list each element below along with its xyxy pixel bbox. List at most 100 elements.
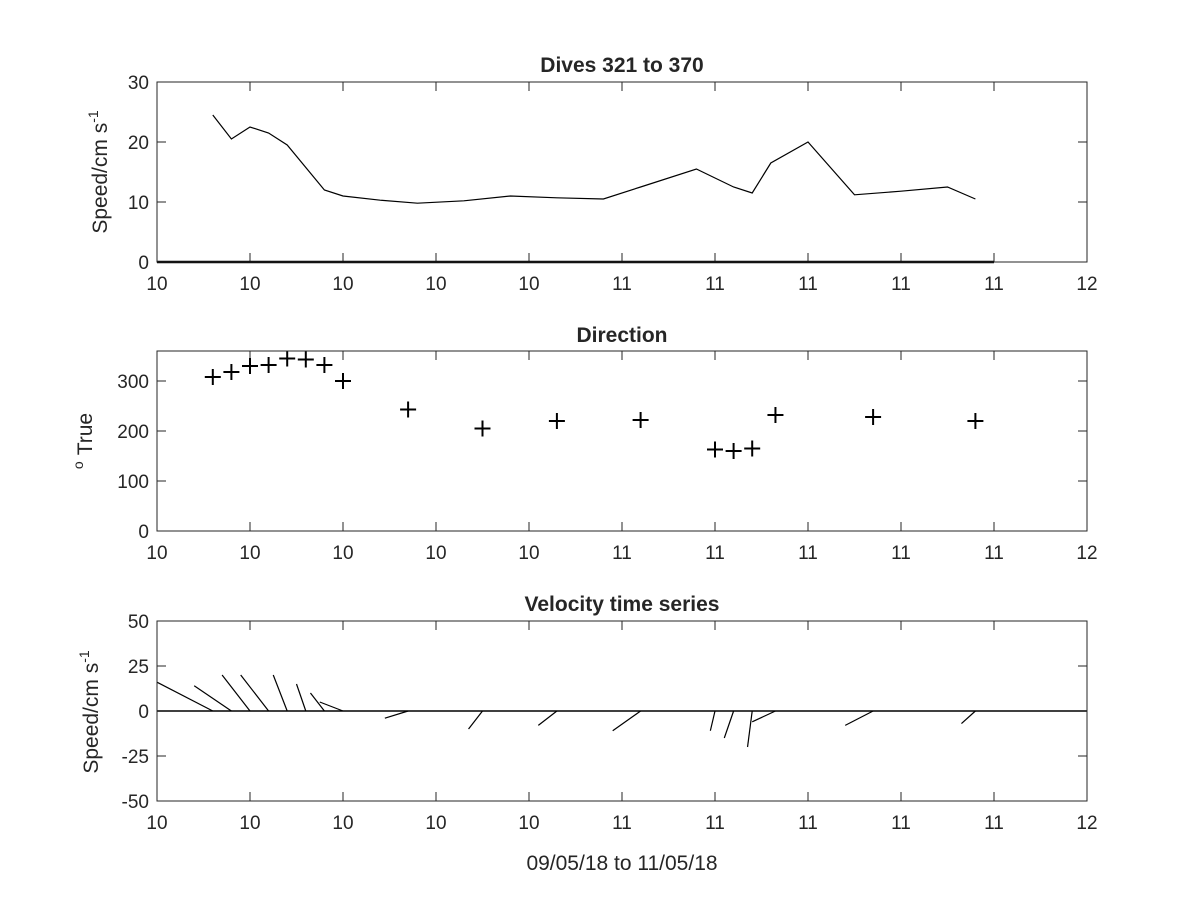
direction-y-axis-label: o True — [70, 413, 97, 469]
direction-x-tick-label: 11 — [984, 543, 1004, 564]
velocity-vector — [319, 701, 344, 712]
velocity-x-tick-label: 12 — [1076, 813, 1097, 834]
direction-x-tick-label: 10 — [332, 543, 353, 564]
direction-point — [744, 440, 761, 457]
speed-x-tick-label: 10 — [518, 274, 539, 295]
speed-x-tick-label: 11 — [612, 274, 632, 295]
velocity-axes-frame — [156, 620, 1088, 802]
speed-x-tick-label: 10 — [332, 274, 353, 295]
direction-y-label-main: True — [74, 413, 97, 455]
velocity-vector — [272, 674, 288, 712]
direction-point — [548, 413, 565, 429]
velocity-y-label-sup: -1 — [76, 650, 92, 663]
direction-x-tick-label: 10 — [425, 543, 446, 564]
velocity-x-tick-label: 10 — [146, 813, 167, 834]
velocity-vector — [468, 710, 483, 730]
velocity-x-tick-label: 11 — [612, 813, 632, 834]
velocity-vector — [751, 710, 776, 723]
direction-point — [204, 369, 221, 385]
direction-x-tick-label: 11 — [891, 543, 911, 564]
direction-point — [279, 350, 296, 367]
direction-point — [316, 357, 333, 373]
velocity-panel: Velocity time series Speed/cm s-1 09/05/… — [76, 593, 1098, 875]
direction-y-tick-label: 200 — [117, 422, 149, 443]
velocity-x-tick-label: 11 — [891, 813, 911, 834]
speed-x-tick-label: 11 — [891, 274, 911, 295]
velocity-x-tick-label: 11 — [984, 813, 1004, 834]
velocity-vector — [384, 710, 409, 719]
velocity-vector — [612, 710, 641, 732]
direction-point — [474, 420, 491, 437]
velocity-y-axis-label: Speed/cm s-1 — [76, 650, 103, 774]
velocity-x-tick-label: 10 — [425, 813, 446, 834]
direction-x-tick-label: 10 — [518, 543, 539, 564]
speed-x-tick-label: 11 — [984, 274, 1004, 295]
velocity-x-tick-label: 10 — [239, 813, 260, 834]
direction-x-tick-label: 12 — [1076, 543, 1097, 564]
speed-x-tick-label: 10 — [146, 274, 167, 295]
direction-x-tick-label: 10 — [239, 543, 260, 564]
velocity-y-tick-label: 0 — [138, 702, 149, 723]
velocity-x-tick-label: 10 — [332, 813, 353, 834]
speed-panel-title: Dives 321 to 370 — [540, 54, 703, 77]
velocity-vector — [537, 710, 558, 726]
velocity-vector — [961, 710, 976, 725]
velocity-x-tick-label: 11 — [705, 813, 725, 834]
direction-point — [400, 401, 417, 418]
velocity-vector — [709, 710, 716, 731]
direction-point — [865, 409, 882, 425]
velocity-y-tick-label: -25 — [122, 747, 149, 768]
direction-point — [242, 358, 258, 374]
direction-point — [632, 412, 649, 428]
direction-point — [707, 441, 723, 458]
speed-axes-frame — [156, 81, 1088, 263]
direction-point — [767, 407, 784, 423]
speed-y-label-main: Speed/cm s — [89, 123, 112, 234]
velocity-y-tick-label: 50 — [128, 612, 149, 633]
svg-text:Speed/cm s-1: Speed/cm s-1 — [76, 650, 103, 774]
direction-y-tick-label: 0 — [138, 522, 149, 543]
direction-point — [297, 351, 314, 368]
direction-point — [725, 443, 742, 459]
velocity-vector — [221, 674, 251, 712]
velocity-vector — [193, 685, 232, 712]
direction-panel: Direction o True 10 10 10 10 10 11 11 11 11 11 12 0 1… — [70, 324, 1098, 564]
speed-y-tick-label: 20 — [128, 133, 149, 154]
direction-x-tick-label: 11 — [705, 543, 725, 564]
direction-x-tick-label: 10 — [146, 543, 167, 564]
direction-panel-title: Direction — [576, 324, 667, 347]
svg-text:Speed/cm s-1: Speed/cm s-1 — [85, 110, 112, 234]
speed-y-tick-label: 30 — [128, 73, 149, 94]
speed-y-axis-label: Speed/cm s-1 — [85, 110, 112, 234]
velocity-vector — [723, 710, 735, 739]
velocity-x-tick-label: 11 — [798, 813, 818, 834]
direction-y-tick-label: 300 — [117, 372, 149, 393]
direction-x-tick-label: 11 — [612, 543, 632, 564]
velocity-panel-title: Velocity time series — [525, 593, 720, 616]
direction-y-label-sup: o — [70, 461, 86, 469]
speed-y-tick-label: 0 — [138, 253, 149, 274]
velocity-vector — [844, 710, 874, 726]
velocity-vector — [746, 710, 753, 748]
speed-y-tick-label: 10 — [128, 193, 149, 214]
svg-text:oTrue: o True — [70, 413, 97, 469]
velocity-y-tick-label: -50 — [122, 792, 149, 813]
velocity-y-label-main: Speed/cm s — [80, 663, 103, 774]
speed-x-tick-label: 12 — [1076, 274, 1097, 295]
speed-x-tick-label: 10 — [239, 274, 260, 295]
velocity-vector — [295, 683, 307, 712]
speed-x-tick-label: 11 — [705, 274, 725, 295]
speed-panel: Dives 321 to 370 Speed/cm s-1 10 10 10 10 10… — [85, 54, 1098, 295]
direction-y-tick-label: 100 — [117, 472, 149, 493]
direction-point — [260, 357, 277, 373]
direction-axes-frame — [156, 350, 1088, 532]
speed-y-label-sup: -1 — [85, 110, 101, 123]
direction-point — [335, 373, 351, 389]
velocity-y-tick-label: 25 — [128, 657, 149, 678]
direction-x-tick-label: 11 — [798, 543, 818, 564]
velocity-vector — [240, 674, 270, 712]
velocity-vector — [309, 692, 325, 712]
velocity-vector — [156, 681, 214, 712]
velocity-x-tick-label: 10 — [518, 813, 539, 834]
